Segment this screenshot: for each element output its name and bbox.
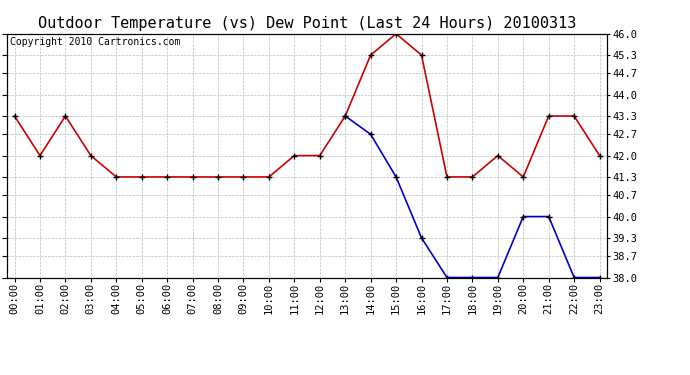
Text: Copyright 2010 Cartronics.com: Copyright 2010 Cartronics.com — [10, 38, 180, 47]
Title: Outdoor Temperature (vs) Dew Point (Last 24 Hours) 20100313: Outdoor Temperature (vs) Dew Point (Last… — [38, 16, 576, 31]
